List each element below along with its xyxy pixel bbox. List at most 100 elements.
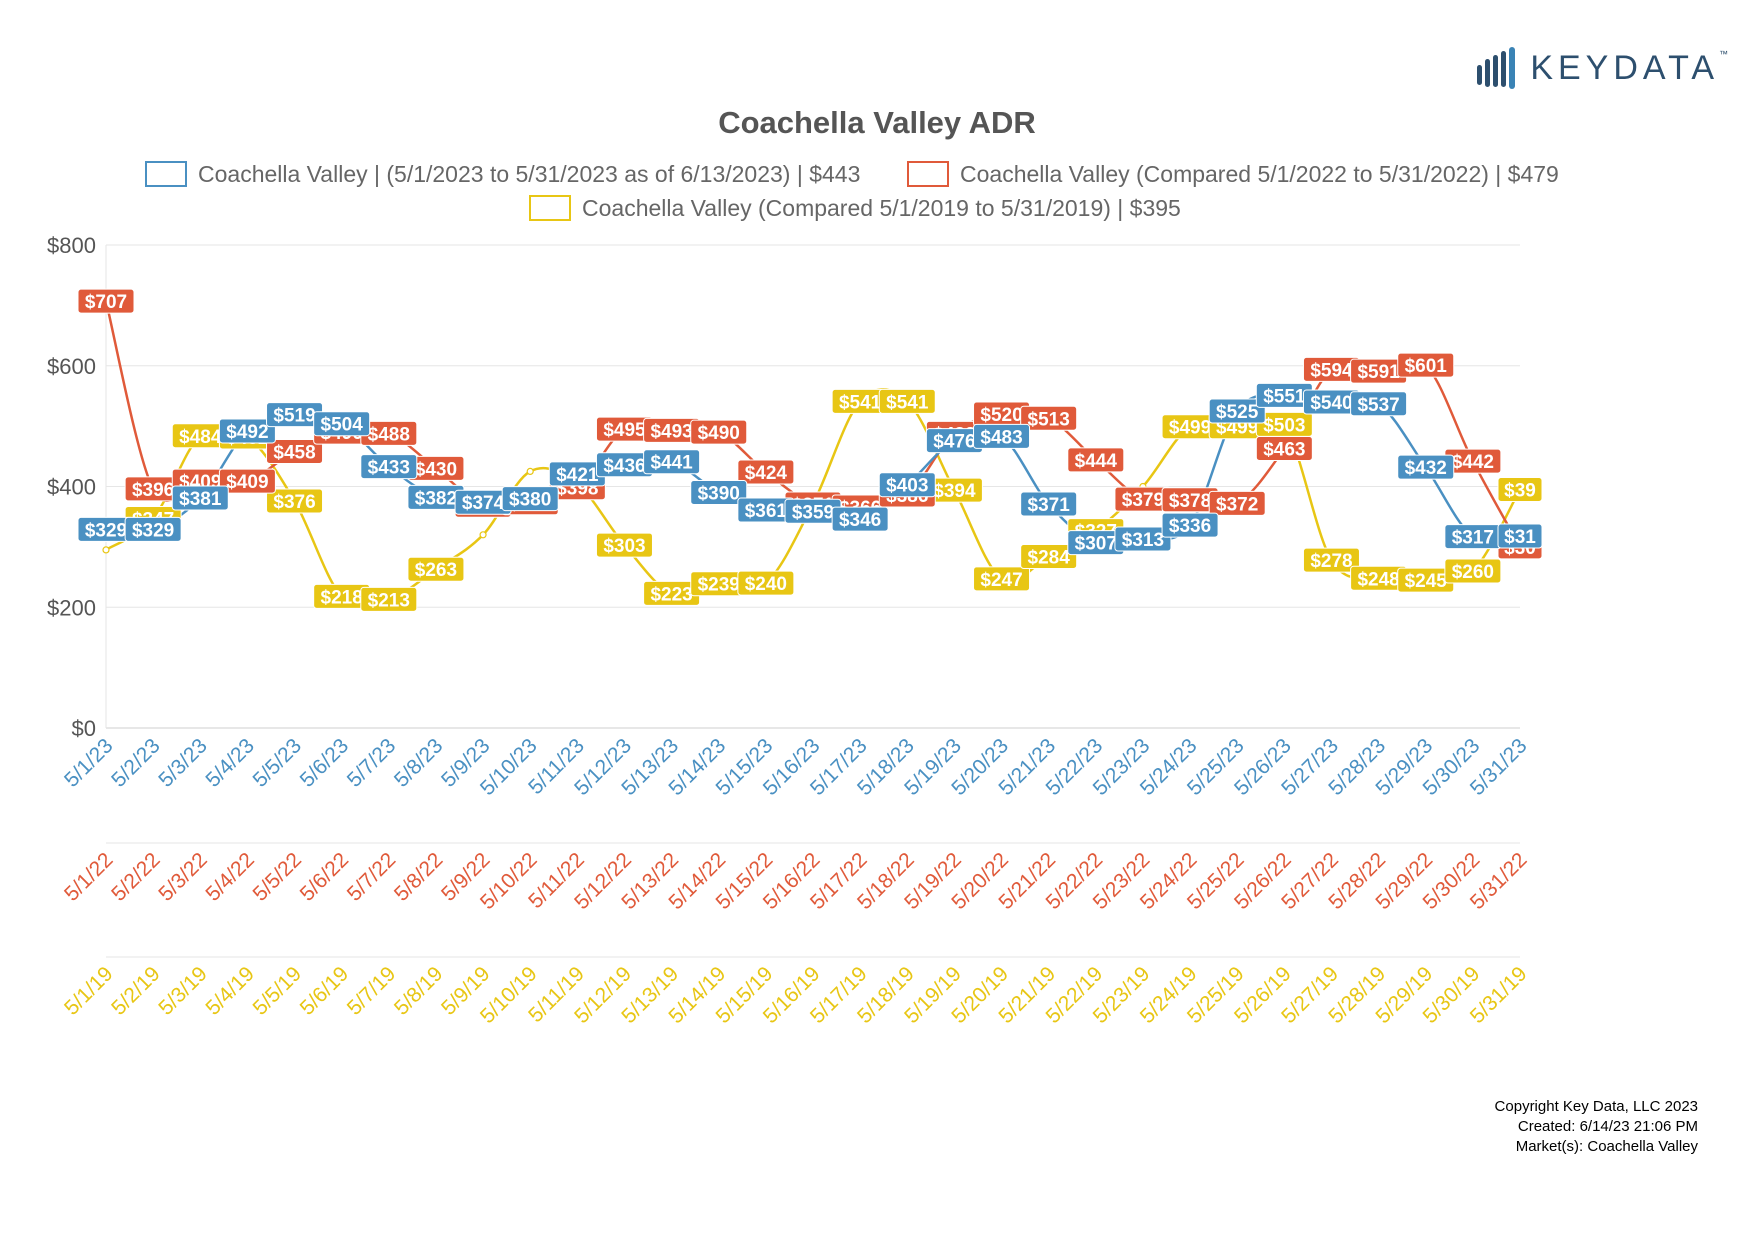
data-label-text: $476 (933, 432, 975, 453)
data-label-text: $247 (980, 570, 1022, 591)
data-label-box (737, 570, 795, 596)
data-label-text: $307 (1075, 534, 1117, 555)
data-label: $247 (973, 566, 1031, 592)
data-label: $248 (1350, 565, 1408, 591)
logo-bars-icon (1477, 47, 1516, 89)
data-label-box (1444, 558, 1502, 584)
data-label-box (1020, 491, 1078, 517)
data-label-text: $409 (226, 472, 268, 493)
data-label-text: $541 (886, 392, 929, 413)
data-label: $394 (925, 477, 983, 503)
x-tick-label: 5/3/23 (154, 734, 212, 792)
data-label-box (878, 388, 936, 414)
logo-text: KEYDATA™ (1530, 48, 1728, 87)
legend-label: Coachella Valley (Compared 5/1/2022 to 5… (960, 161, 1559, 187)
data-label-text: $488 (368, 424, 410, 445)
data-label: $430 (407, 455, 465, 481)
data-label: $513 (1020, 405, 1078, 431)
data-label: $490 (690, 419, 748, 445)
x-tick-label: 5/4/23 (201, 734, 259, 792)
data-labels: $347$484$482$376$218$213$263$404$303$223… (77, 288, 1543, 612)
data-label-text: $223 (650, 584, 692, 605)
data-label-text: $594 (1310, 360, 1353, 381)
data-label-box (1497, 477, 1543, 503)
data-label: $313 (1114, 526, 1172, 552)
data-label-box (1397, 454, 1455, 480)
x-tick-label: 5/5/23 (249, 734, 307, 792)
data-label-text: $381 (179, 489, 222, 510)
data-label: $458 (266, 438, 324, 464)
data-label: $503 (1255, 411, 1313, 437)
data-label: $382 (407, 484, 465, 510)
data-label-text: $376 (273, 492, 315, 513)
data-label-box (1255, 435, 1313, 461)
data-point (526, 467, 534, 476)
data-label: $488 (360, 420, 418, 446)
data-label: $263 (407, 556, 465, 582)
data-label-box (1208, 490, 1266, 516)
data-label-box (878, 472, 936, 498)
data-label: $317 (1444, 524, 1502, 550)
y-axis: $0 $200 $400 $600 $800 (47, 233, 96, 741)
data-label: $213 (360, 586, 418, 612)
data-label-text: $359 (792, 502, 834, 523)
data-label-text: $525 (1216, 402, 1259, 423)
x-tick-label: 5/1/23 (60, 734, 118, 792)
data-label-text: $372 (1216, 494, 1258, 515)
data-label: $541 (831, 388, 889, 414)
x-tick-label: 5/6/19 (296, 962, 354, 1020)
data-label: $537 (1350, 391, 1408, 417)
data-label: $463 (1255, 435, 1313, 461)
data-label: $381 (171, 485, 229, 511)
data-label-text: $492 (226, 422, 268, 443)
data-label-box (218, 418, 276, 444)
data-label: $493 (643, 417, 701, 443)
data-label-box (1067, 447, 1125, 473)
x-tick-label: 5/3/19 (154, 962, 212, 1020)
data-point (479, 531, 487, 539)
data-label-text: $433 (368, 458, 410, 479)
data-label-text: $537 (1357, 395, 1399, 416)
data-label-text: $403 (886, 476, 928, 497)
data-label-box (124, 516, 182, 542)
x-tick-label: 5/5/19 (249, 962, 307, 1020)
y-tick-label: $400 (47, 475, 96, 500)
data-label-text: $493 (650, 421, 692, 442)
copyright-text: Copyright Key Data, LLC 2023 (1494, 1098, 1698, 1115)
data-label: $541 (878, 388, 936, 414)
data-label: $442 (1444, 448, 1502, 474)
data-label-text: $436 (603, 456, 645, 477)
data-label: $551 (1255, 382, 1313, 408)
data-label-text: $361 (745, 501, 788, 522)
data-label-text: $442 (1452, 452, 1494, 473)
data-label: $278 (1302, 547, 1360, 573)
data-label: $436 (595, 452, 653, 478)
data-label: $336 (1161, 512, 1219, 538)
data-label-text: $39 (1504, 481, 1536, 502)
x-tick-label: 5/6/22 (296, 848, 354, 906)
data-label: $476 (925, 428, 983, 454)
data-label-text: $390 (698, 484, 740, 505)
data-label-box (313, 411, 371, 437)
data-label-box (690, 419, 748, 445)
data-label-text: $31 (1504, 527, 1536, 548)
data-label: $504 (313, 411, 371, 437)
data-label-box (501, 486, 559, 512)
data-label: $433 (360, 454, 418, 480)
data-label-text: $444 (1075, 451, 1118, 472)
data-label-text: $424 (745, 463, 788, 484)
x-tick-label: 5/2/23 (107, 734, 165, 792)
data-label-box (973, 423, 1031, 449)
data-label: $707 (77, 288, 135, 314)
data-label: $372 (1208, 490, 1266, 516)
data-label-box (1020, 544, 1078, 570)
data-label-text: $601 (1405, 356, 1448, 377)
data-label-box (973, 566, 1031, 592)
data-label-text: $441 (650, 453, 693, 474)
data-label-box (266, 438, 324, 464)
data-label-text: $336 (1169, 516, 1211, 537)
data-label: $403 (878, 472, 936, 498)
data-label-box (360, 586, 418, 612)
data-label: $390 (690, 480, 748, 506)
data-label: $495 (595, 416, 653, 442)
